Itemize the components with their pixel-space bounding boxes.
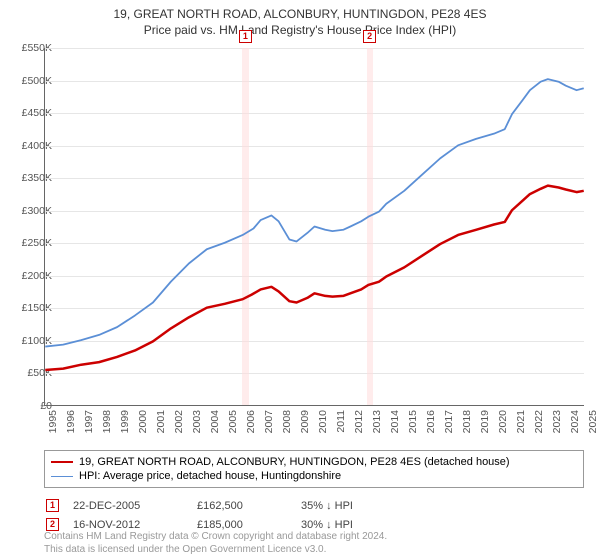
footer-line1: Contains HM Land Registry data © Crown c… [44,531,387,544]
x-tick-label: 2022 [533,410,545,433]
legend: 19, GREAT NORTH ROAD, ALCONBURY, HUNTING… [44,450,584,534]
sale-date-1: 22-DEC-2005 [73,500,183,512]
x-tick-label: 2020 [497,410,509,433]
footer-attribution: Contains HM Land Registry data © Crown c… [44,531,387,556]
title-subtitle: Price paid vs. HM Land Registry's House … [0,22,600,38]
x-tick-label: 2001 [155,410,167,433]
series-price_paid [45,186,583,370]
x-tick-label: 2019 [479,410,491,433]
x-tick-label: 1997 [83,410,95,433]
sale-row-1: 1 22-DEC-2005 £162,500 35% ↓ HPI [44,496,584,515]
x-tick-label: 2011 [335,410,347,433]
legend-label-hpi: HPI: Average price, detached house, Hunt… [79,470,341,482]
sale-date-2: 16-NOV-2012 [73,519,183,531]
x-tick-label: 2021 [515,410,527,433]
x-tick-label: 2004 [209,410,221,433]
series-hpi [45,79,583,346]
x-tick-label: 2000 [137,410,149,433]
x-tick-label: 2002 [173,410,185,433]
legend-label-price-paid: 19, GREAT NORTH ROAD, ALCONBURY, HUNTING… [79,456,510,468]
sale-price-2: £185,000 [197,519,287,531]
sale-hpi-delta-1: 35% ↓ HPI [301,500,353,512]
x-tick-label: 2017 [443,410,455,433]
sale-band-marker: 1 [239,30,252,43]
sale-marker-1: 1 [46,499,59,512]
title-address: 19, GREAT NORTH ROAD, ALCONBURY, HUNTING… [0,6,600,22]
sale-hpi-delta-2: 30% ↓ HPI [301,519,353,531]
x-tick-label: 2005 [227,410,239,433]
line-series [45,48,584,405]
x-tick-label: 2025 [587,410,599,433]
x-tick-label: 2023 [551,410,563,433]
x-tick-label: 1999 [119,410,131,433]
x-tick-label: 1998 [101,410,113,433]
x-tick-label: 2014 [389,410,401,433]
legend-swatch-hpi [51,476,73,477]
legend-item-price-paid: 19, GREAT NORTH ROAD, ALCONBURY, HUNTING… [51,455,577,469]
chart-title: 19, GREAT NORTH ROAD, ALCONBURY, HUNTING… [0,0,600,38]
x-tick-label: 2018 [461,410,473,433]
x-tick-label: 1995 [47,410,59,433]
chart-container: 19, GREAT NORTH ROAD, ALCONBURY, HUNTING… [0,0,600,560]
sale-table: 1 22-DEC-2005 £162,500 35% ↓ HPI 2 16-NO… [44,496,584,534]
x-tick-label: 2008 [281,410,293,433]
x-tick-label: 2012 [353,410,365,433]
x-tick-label: 2010 [317,410,329,433]
x-tick-label: 2016 [425,410,437,433]
x-tick-label: 2024 [569,410,581,433]
sale-price-1: £162,500 [197,500,287,512]
footer-line2: This data is licensed under the Open Gov… [44,544,387,557]
x-tick-label: 2013 [371,410,383,433]
x-tick-label: 1996 [65,410,77,433]
legend-box: 19, GREAT NORTH ROAD, ALCONBURY, HUNTING… [44,450,584,488]
x-tick-label: 2006 [245,410,257,433]
sale-band-marker: 2 [363,30,376,43]
sale-marker-2: 2 [46,518,59,531]
x-tick-label: 2007 [263,410,275,433]
x-tick-label: 2015 [407,410,419,433]
legend-item-hpi: HPI: Average price, detached house, Hunt… [51,469,577,483]
x-tick-label: 2009 [299,410,311,433]
legend-swatch-price-paid [51,461,73,463]
plot-area: 12 [44,48,584,406]
x-tick-label: 2003 [191,410,203,433]
